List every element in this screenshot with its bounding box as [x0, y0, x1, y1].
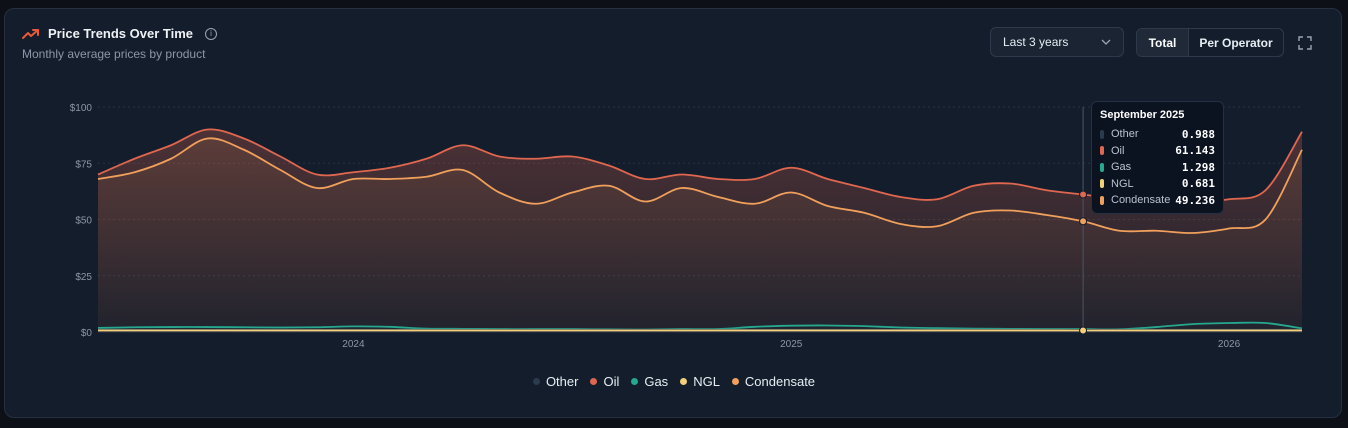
- legend-item-condensate[interactable]: Condensate: [731, 374, 816, 389]
- tooltip-swatch: [1100, 129, 1104, 139]
- tooltip-swatch: [1100, 195, 1104, 205]
- legend-item-gas[interactable]: Gas: [631, 374, 668, 389]
- series-area-condensate: [98, 138, 1302, 332]
- tooltip-series-value: 0.988: [1181, 127, 1215, 141]
- legend-item-oil[interactable]: Oil: [590, 374, 619, 389]
- x-tick-label: 2026: [1218, 339, 1241, 350]
- hover-point-oil: [1079, 190, 1088, 199]
- chevron-down-icon: [1101, 39, 1111, 45]
- tooltip-swatch: [1100, 179, 1104, 189]
- tooltip-series-name: Gas: [1111, 161, 1132, 174]
- legend-label: Condensate: [744, 374, 816, 389]
- toggle-per-operator-button[interactable]: Per Operator: [1199, 35, 1273, 50]
- legend-swatch: [680, 378, 688, 385]
- legend-label: Gas: [644, 374, 669, 389]
- legend-item-ngl[interactable]: NGL: [680, 374, 720, 389]
- legend-swatch: [631, 378, 639, 385]
- tooltip-series-name: Oil: [1111, 144, 1125, 157]
- y-tick-label: $0: [81, 328, 93, 339]
- time-range-select[interactable]: Last 3 years: [990, 27, 1124, 57]
- tooltip-row: Condensate 49.236: [1100, 192, 1215, 209]
- tooltip-series-name: Condensate: [1111, 194, 1171, 207]
- page-subtitle: Monthly average prices by product: [22, 47, 206, 61]
- legend-swatch: [590, 378, 598, 385]
- tooltip-row: Gas 1.298: [1100, 159, 1215, 176]
- tooltip-swatch: [1100, 162, 1104, 172]
- y-tick-label: $50: [75, 216, 92, 227]
- y-tick-label: $100: [70, 103, 93, 114]
- tooltip-series-name: Other: [1111, 128, 1139, 141]
- view-mode-toggle: Total Per Operator: [1136, 28, 1284, 57]
- hover-point-ngl: [1079, 326, 1088, 335]
- legend-label: NGL: [693, 374, 720, 389]
- tooltip-series-value: 1.298: [1181, 160, 1215, 174]
- time-range-value: Last 3 years: [1003, 35, 1069, 49]
- tooltip-series-name: NGL: [1111, 177, 1134, 190]
- legend-swatch: [532, 378, 540, 385]
- info-icon[interactable]: i: [205, 27, 217, 40]
- tooltip-row: Other 0.988: [1100, 126, 1215, 143]
- tooltip-series-value: 61.143: [1175, 144, 1215, 158]
- legend-label: Oil: [603, 374, 620, 389]
- legend-label: Other: [545, 374, 579, 389]
- tooltip-row: Oil 61.143: [1100, 143, 1215, 160]
- tooltip-title: September 2025: [1100, 109, 1185, 121]
- trending-up-icon: [22, 28, 39, 39]
- hover-point-condensate: [1079, 217, 1088, 226]
- y-tick-label: $25: [75, 272, 92, 283]
- tooltip-series-value: 0.681: [1181, 177, 1215, 191]
- y-tick-label: $75: [75, 159, 92, 170]
- tooltip-swatch: [1100, 146, 1104, 156]
- chart-tooltip: September 2025 Other 0.988 Oil 61.143 Gas 1.2…: [1091, 101, 1224, 214]
- chart-header: Price Trends Over Time i: [22, 26, 217, 41]
- tooltip-series-value: 49.236: [1175, 193, 1215, 207]
- x-tick-label: 2024: [342, 339, 365, 350]
- legend-swatch: [731, 378, 739, 385]
- page-title: Price Trends Over Time: [48, 26, 193, 41]
- chart-legend: Other Oil Gas NGL Condensate: [0, 374, 1348, 389]
- x-tick-label: 2025: [780, 339, 803, 350]
- toggle-total-button[interactable]: Total: [1137, 29, 1189, 56]
- legend-item-other[interactable]: Other: [532, 374, 579, 389]
- tooltip-row: NGL 0.681: [1100, 176, 1215, 193]
- series-line-condensate: [97, 137, 1303, 234]
- expand-icon[interactable]: [1298, 36, 1312, 50]
